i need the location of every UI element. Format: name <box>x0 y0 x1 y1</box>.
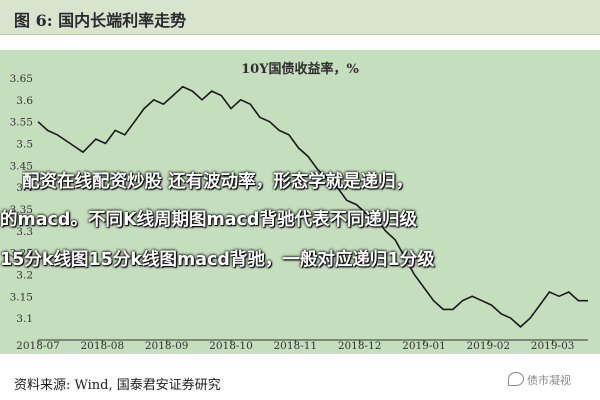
series-line <box>37 85 588 328</box>
chart-title: 10Y国债收益率，% <box>241 62 359 77</box>
overlay-text-line-3: 15分k线图15分k线图macd背驰，一般对应递归1分级 <box>0 250 435 270</box>
y-tick-label: 3.2 <box>16 270 33 282</box>
y-tick-label: 3.35 <box>10 204 33 216</box>
x-tick-label: 2019-03 <box>531 340 575 352</box>
watermark-text: 债市凝视 <box>527 374 571 387</box>
x-tick-label: 2018-07 <box>16 340 60 352</box>
y-tick-label: 3.3 <box>16 226 33 238</box>
y-tick-label: 3.65 <box>10 73 33 85</box>
y-tick-label: 3.25 <box>10 248 33 260</box>
yield-line-chart: 3.1 3.15 3.2 3.25 3.3 3.35 3.4 3.45 3.5 3.55 3.6 3.… <box>10 73 588 352</box>
chart-panel <box>0 50 600 354</box>
y-tick-label: 3.55 <box>10 117 33 129</box>
y-tick-label: 3.45 <box>10 160 33 172</box>
y-tick-label: 3.6 <box>16 95 33 107</box>
chat-bubble-icon <box>508 372 524 386</box>
y-tick-label: 3.5 <box>16 139 33 151</box>
source-note: 资料来源: Wind, 国泰君安证券研究 <box>14 378 221 393</box>
x-tick-label: 2018-08 <box>81 340 125 352</box>
y-tick-label: 3.15 <box>10 291 33 303</box>
x-tick-label: 2018-10 <box>209 340 253 352</box>
x-tick-label: 2018-12 <box>338 340 382 352</box>
y-tick-label: 3.4 <box>16 182 33 194</box>
watermark: 债市凝视 <box>508 372 571 388</box>
figure-header: 图 6: 国内长端利率走势 <box>0 0 600 35</box>
x-tick-label: 2018-09 <box>145 340 189 352</box>
overlay-text-line-1: 配资在线配资炒股 还有波动率，形态学就是递归， <box>22 172 414 192</box>
figure-title: 图 6: 国内长端利率走势 <box>14 11 187 30</box>
x-tick-label: 2018-11 <box>273 340 317 352</box>
x-tick-label: 2019-01 <box>402 340 446 352</box>
overlay-text-line-2: 的macd。不同K线周期图macd背驰代表不同递归级 <box>0 210 417 230</box>
x-tick-label: 2019-02 <box>466 340 510 352</box>
y-tick-label: 3.1 <box>16 313 33 325</box>
